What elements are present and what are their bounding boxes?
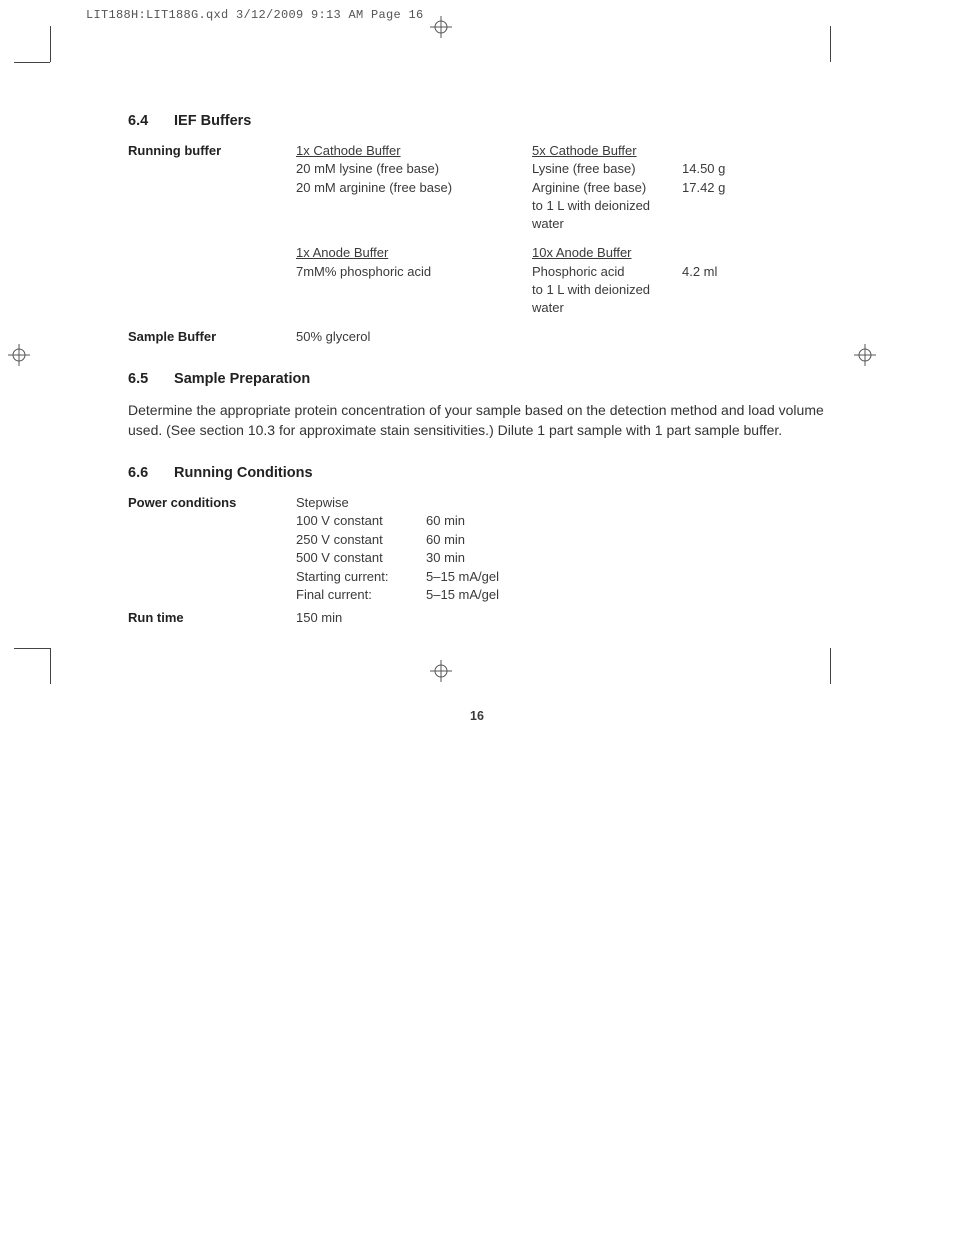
section-heading-6-4: 6.4 IEF Buffers: [128, 112, 826, 132]
sample-buffer-value: 50% glycerol: [296, 328, 532, 346]
sample-prep-paragraph: Determine the appropriate protein concen…: [128, 400, 826, 441]
cathode-5x-amount: 14.50 g: [682, 160, 762, 178]
registration-mark-icon: [430, 660, 452, 682]
anode-10x-head: 10x Anode Buffer: [532, 244, 682, 262]
crop-mark: [50, 648, 51, 684]
cathode-1x-line: 20 mM arginine (free base): [296, 179, 532, 197]
registration-mark-icon: [854, 344, 876, 366]
cathode-5x-line: to 1 L with deionized water: [532, 197, 682, 232]
power-step-time: 60 min: [426, 512, 546, 530]
power-stepwise: Stepwise: [296, 494, 426, 512]
page: LIT188H:LIT188G.qxd 3/12/2009 9:13 AM Pa…: [0, 0, 954, 1235]
power-conditions-label: Power conditions: [128, 494, 296, 512]
cathode-5x-line: Lysine (free base): [532, 160, 682, 178]
crop-mark: [14, 62, 50, 63]
section-title: Running Conditions: [174, 465, 313, 481]
section-title: IEF Buffers: [174, 113, 251, 129]
crop-mark: [830, 26, 831, 62]
cathode-1x-line: 20 mM lysine (free base): [296, 160, 532, 178]
power-current-label: Starting current:: [296, 568, 426, 586]
crop-mark: [50, 26, 51, 62]
anode-1x-line: 7mM% phosphoric acid: [296, 263, 532, 281]
section-heading-6-6: 6.6 Running Conditions: [128, 464, 826, 484]
crop-mark: [830, 648, 831, 684]
run-time-label: Run time: [128, 609, 296, 627]
power-step: 250 V constant: [296, 531, 426, 549]
section-heading-6-5: 6.5 Sample Preparation: [128, 370, 826, 390]
anode-1x-head: 1x Anode Buffer: [296, 244, 532, 262]
anode-10x-line: Phosphoric acid: [532, 263, 682, 281]
sample-buffer-label: Sample Buffer: [128, 328, 296, 346]
section-title: Sample Preparation: [174, 371, 310, 387]
buffers-table: Running buffer 1x Cathode Buffer 5x Cath…: [128, 142, 826, 346]
run-time-value: 150 min: [296, 609, 426, 627]
power-step-time: 60 min: [426, 531, 546, 549]
power-current-label: Final current:: [296, 586, 426, 604]
section-number: 6.5: [128, 370, 170, 390]
power-step-time: 30 min: [426, 549, 546, 567]
power-step: 100 V constant: [296, 512, 426, 530]
cell-empty: [682, 142, 762, 160]
conditions-table: Power conditions Stepwise 100 V constant…: [128, 494, 826, 627]
anode-10x-line: to 1 L with deionized water: [532, 281, 682, 316]
section-number: 6.6: [128, 464, 170, 484]
cathode-5x-amount: 17.42 g: [682, 179, 762, 197]
page-number: 16: [128, 708, 826, 725]
cathode-1x-head: 1x Cathode Buffer: [296, 142, 532, 160]
cathode-5x-head: 5x Cathode Buffer: [532, 142, 682, 160]
section-number: 6.4: [128, 112, 170, 132]
slug-line: LIT188H:LIT188G.qxd 3/12/2009 9:13 AM Pa…: [86, 8, 424, 22]
crop-mark: [14, 648, 50, 649]
registration-mark-icon: [8, 344, 30, 366]
running-buffer-label: Running buffer: [128, 142, 296, 160]
registration-mark-icon: [430, 16, 452, 38]
power-current-value: 5–15 mA/gel: [426, 568, 546, 586]
content-area: 6.4 IEF Buffers Running buffer 1x Cathod…: [128, 112, 826, 627]
power-current-value: 5–15 mA/gel: [426, 586, 546, 604]
power-step: 500 V constant: [296, 549, 426, 567]
anode-10x-amount: 4.2 ml: [682, 263, 762, 281]
cathode-5x-line: Arginine (free base): [532, 179, 682, 197]
